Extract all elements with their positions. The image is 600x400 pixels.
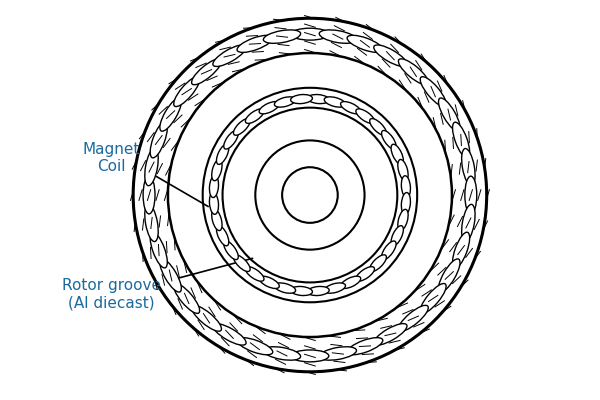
Ellipse shape xyxy=(291,350,329,362)
Ellipse shape xyxy=(263,30,301,43)
Ellipse shape xyxy=(191,305,221,331)
Ellipse shape xyxy=(439,259,460,292)
Ellipse shape xyxy=(290,286,313,296)
Ellipse shape xyxy=(461,148,475,186)
Ellipse shape xyxy=(319,30,356,43)
Ellipse shape xyxy=(174,284,200,313)
Ellipse shape xyxy=(347,338,383,355)
Ellipse shape xyxy=(465,176,477,214)
Ellipse shape xyxy=(224,241,238,260)
Ellipse shape xyxy=(259,276,279,288)
Ellipse shape xyxy=(217,144,229,164)
Ellipse shape xyxy=(341,276,361,288)
Text: Magnet
Coil: Magnet Coil xyxy=(83,142,140,174)
Ellipse shape xyxy=(374,324,407,345)
Ellipse shape xyxy=(398,209,408,230)
Ellipse shape xyxy=(212,160,222,181)
Ellipse shape xyxy=(191,59,221,85)
Ellipse shape xyxy=(245,109,264,123)
Ellipse shape xyxy=(274,283,296,293)
Ellipse shape xyxy=(391,226,403,246)
Ellipse shape xyxy=(209,176,218,198)
Ellipse shape xyxy=(237,35,273,52)
Ellipse shape xyxy=(401,192,410,214)
Ellipse shape xyxy=(245,267,264,281)
Ellipse shape xyxy=(370,118,386,135)
Ellipse shape xyxy=(307,286,329,296)
Ellipse shape xyxy=(212,209,222,230)
Ellipse shape xyxy=(150,122,167,158)
Ellipse shape xyxy=(233,118,250,135)
Ellipse shape xyxy=(307,94,329,104)
Ellipse shape xyxy=(382,241,396,260)
Ellipse shape xyxy=(439,98,460,131)
Ellipse shape xyxy=(217,226,229,246)
Ellipse shape xyxy=(452,122,470,158)
Ellipse shape xyxy=(324,97,346,107)
Ellipse shape xyxy=(213,45,246,66)
Ellipse shape xyxy=(290,94,313,104)
Ellipse shape xyxy=(143,176,155,214)
Ellipse shape xyxy=(461,204,475,242)
Ellipse shape xyxy=(237,338,273,355)
Ellipse shape xyxy=(370,255,386,272)
Ellipse shape xyxy=(274,97,296,107)
Text: Rotor groove
(Al diecast): Rotor groove (Al diecast) xyxy=(62,278,161,310)
Ellipse shape xyxy=(209,192,218,214)
Ellipse shape xyxy=(391,144,403,164)
Ellipse shape xyxy=(160,259,181,292)
Ellipse shape xyxy=(145,148,158,186)
Ellipse shape xyxy=(420,284,446,313)
Ellipse shape xyxy=(401,176,410,198)
Ellipse shape xyxy=(291,28,329,40)
Ellipse shape xyxy=(160,98,181,131)
Ellipse shape xyxy=(356,109,374,123)
Ellipse shape xyxy=(263,347,301,360)
Ellipse shape xyxy=(374,45,407,66)
Ellipse shape xyxy=(233,255,250,272)
Ellipse shape xyxy=(347,35,383,52)
Ellipse shape xyxy=(324,283,346,293)
Ellipse shape xyxy=(398,305,428,331)
Ellipse shape xyxy=(213,324,246,345)
Ellipse shape xyxy=(174,77,200,106)
Ellipse shape xyxy=(150,232,167,268)
Ellipse shape xyxy=(319,347,356,360)
Ellipse shape xyxy=(398,59,428,85)
Ellipse shape xyxy=(259,102,279,114)
Ellipse shape xyxy=(382,130,396,149)
Ellipse shape xyxy=(356,267,374,281)
Ellipse shape xyxy=(398,160,408,181)
Ellipse shape xyxy=(341,102,361,114)
Ellipse shape xyxy=(145,204,158,242)
Ellipse shape xyxy=(224,130,238,149)
Ellipse shape xyxy=(452,232,470,268)
Ellipse shape xyxy=(420,77,446,106)
